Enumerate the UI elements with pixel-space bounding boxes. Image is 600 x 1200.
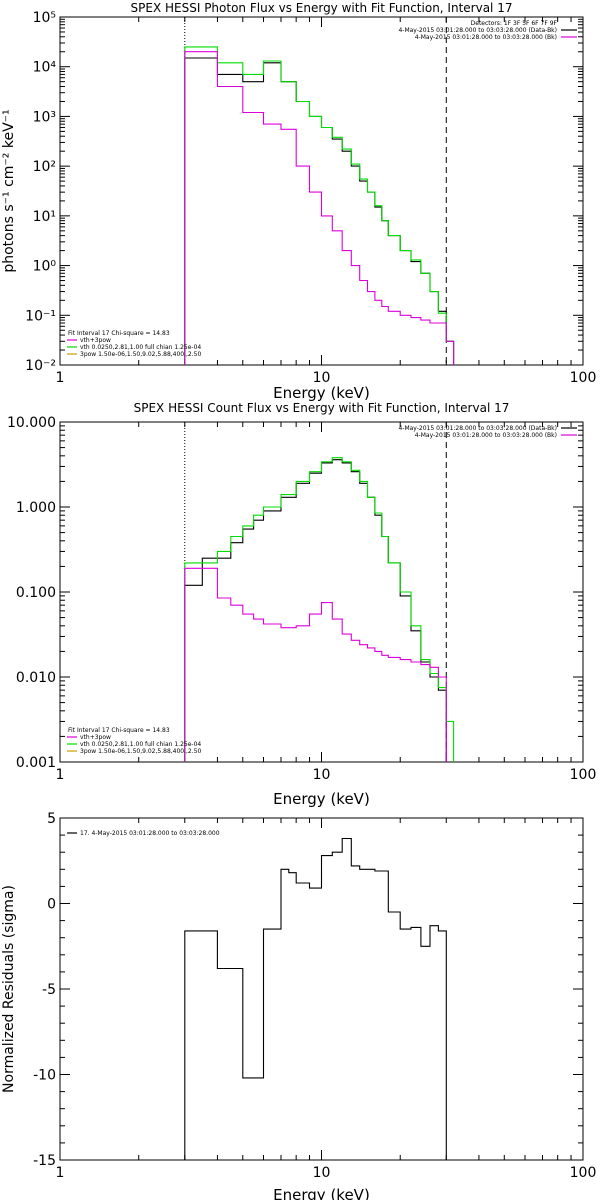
series-line-1 xyxy=(184,57,455,365)
chart-panel-3: 1 10 100 -15 -10 -5 0 5 Energy (keV) Normalized R… xyxy=(1,811,596,1200)
y-axis-label: photons s⁻¹ cm⁻² keV⁻¹ xyxy=(1,109,17,272)
series-line-3 xyxy=(184,51,455,365)
y-tick-label: 10.000 xyxy=(7,415,56,431)
x-tick-label: 1 xyxy=(56,767,65,783)
y-tick-label: 10⁵ xyxy=(33,10,56,26)
legend-left-entry: vth+3pow xyxy=(80,337,111,344)
series-group xyxy=(184,46,455,365)
y-tick-label: 5 xyxy=(47,811,56,827)
chart-title: SPEX HESSI Photon Flux vs Energy with Fi… xyxy=(131,1,513,15)
legend-left-entry: vth 0.0250,2.81,1.00 full chian 1.25e-04 xyxy=(80,741,201,748)
x-tick-label: 1 xyxy=(56,1165,65,1181)
y-tick-label: -15 xyxy=(33,1153,56,1169)
legend-left-entry: 3pow 1.50e-06,1.50,9.02,5.88,400.,2.50 xyxy=(80,748,201,755)
x-axis-label: Energy (keV) xyxy=(273,790,370,808)
y-tick-label: 0.010 xyxy=(16,670,56,686)
y-tick-label: 10¹ xyxy=(33,209,56,225)
y-axis-label: Normalized Residuals (sigma) xyxy=(1,885,17,1093)
legend-left-entry: 17. 4-May-2015 03:01:28.000 to 03:03:28.… xyxy=(80,830,220,837)
chart-panel-2: 1 10 100 0.001 0.010 0.100 1.000 10.000 SPEX HES… xyxy=(7,401,596,808)
legend-left-entry: Fit Interval 17 Chi-square = 14.83 xyxy=(68,727,170,734)
plot-frame xyxy=(59,16,584,366)
legend-right-entry: 4-May-2015 03:01:28.000 to 03:03:28.000 … xyxy=(415,34,557,41)
legend-right-entry: 4-May-2015 03:01:28.000 to 03:03:28.000 … xyxy=(398,425,557,432)
series-line-2 xyxy=(184,457,455,762)
chart-panel-1: 1 10 100 10⁻² 10⁻¹ 10⁰ 10¹ 10² 10³ 10⁴ 10⁵ SPEX HES… xyxy=(1,1,596,402)
series-group xyxy=(184,837,447,1160)
legend-left-entry: vth+3pow xyxy=(80,734,111,741)
y-tick-label: -10 xyxy=(33,1068,56,1084)
y-tick-label: 0 xyxy=(47,897,56,913)
series-line-3 xyxy=(184,567,447,762)
legend-left-entry: Fit Interval 17 Chi-square = 14.83 xyxy=(68,330,170,337)
y-tick-label: 10³ xyxy=(33,109,56,125)
legend-left-entry: 3pow 1.50e-06,1.50,9.02,5.88,400.,2.50 xyxy=(80,351,201,358)
y-tick-label: 1.000 xyxy=(16,500,56,516)
series-line-2 xyxy=(184,46,455,365)
chart-title: SPEX HESSI Count Flux vs Energy with Fit… xyxy=(134,401,510,415)
series-line-1 xyxy=(184,837,447,1160)
x-tick-label: 10 xyxy=(313,767,331,783)
y-tick-label: 10² xyxy=(33,159,56,175)
y-tick-label: 0.001 xyxy=(16,755,56,771)
legend-left-entry: vth 0.0250,2.81,1.00 full chian 1.25e-04 xyxy=(80,344,201,351)
y-tick-label: 10⁰ xyxy=(33,259,57,275)
y-tick-label: -5 xyxy=(42,982,56,998)
y-tick-label: 10⁴ xyxy=(33,60,57,76)
legend-right-entry: 4-May-2015 03:01:28.000 to 03:03:28.000 … xyxy=(398,27,557,34)
x-tick-label: 1 xyxy=(56,370,65,386)
y-tick-label: 10⁻² xyxy=(25,358,56,374)
x-axis-label: Energy (keV) xyxy=(273,1186,370,1200)
x-tick-label: 100 xyxy=(570,767,597,783)
series-group xyxy=(184,457,455,762)
legend-right-entry: Detectors: 1F 3F 5F 6F 7F 9F xyxy=(471,20,558,27)
legend-right-entry: 4-May-2015 03:01:28.000 to 03:03:28.000 … xyxy=(415,432,557,439)
x-axis-label: Energy (keV) xyxy=(273,384,370,402)
y-tick-label: 10⁻¹ xyxy=(25,308,56,324)
series-line-1 xyxy=(184,459,447,762)
x-tick-label: 10 xyxy=(313,370,331,386)
x-tick-label: 10 xyxy=(313,1165,331,1181)
y-tick-label: 0.100 xyxy=(16,585,56,601)
x-tick-label: 100 xyxy=(570,370,597,386)
x-tick-label: 100 xyxy=(570,1165,597,1181)
